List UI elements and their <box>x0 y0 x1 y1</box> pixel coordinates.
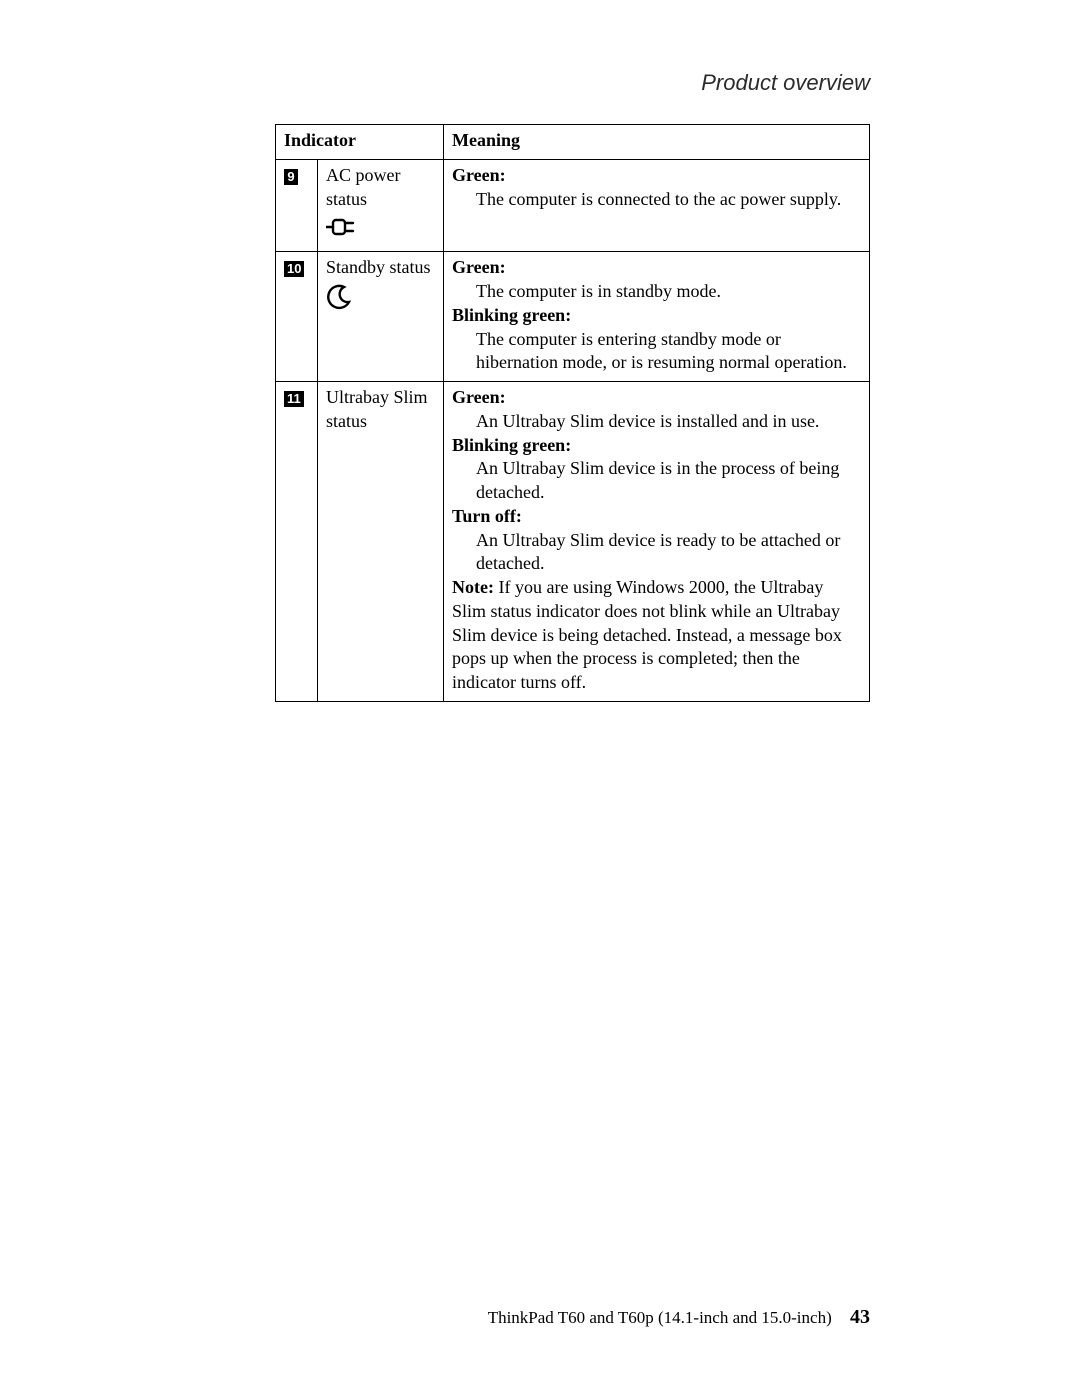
row-meaning-cell: Green: An Ultrabay Slim device is instal… <box>444 382 870 702</box>
def-body: An Ultrabay Slim device is in the proces… <box>452 457 861 505</box>
indicator-name-line1: Standby status <box>326 256 435 280</box>
def-term: Blinking green: <box>452 304 861 328</box>
plug-icon <box>326 215 435 245</box>
def-term: Green: <box>452 256 861 280</box>
indicator-name-line2: status <box>326 410 435 434</box>
def-body: The computer is entering standby mode or… <box>452 328 861 376</box>
col-indicator: Indicator <box>276 125 444 160</box>
note: Note: If you are using Windows 2000, the… <box>452 576 861 695</box>
footer-doc-title: ThinkPad T60 and T60p (14.1-inch and 15.… <box>488 1308 832 1327</box>
indicator-name-line2: status <box>326 188 435 212</box>
row-name-cell: Standby status <box>318 252 444 382</box>
def-body: The computer is connected to the ac powe… <box>452 188 861 212</box>
row-number-badge: 11 <box>284 391 304 407</box>
def-term: Turn off: <box>452 505 861 529</box>
row-name-cell: AC power status <box>318 159 444 252</box>
section-title: Product overview <box>275 70 870 96</box>
note-label: Note: <box>452 577 494 597</box>
indicator-table: Indicator Meaning 9 AC power status <box>275 124 870 702</box>
def-term: Blinking green: <box>452 434 861 458</box>
page: Product overview Indicator Meaning 9 AC … <box>0 0 1080 1397</box>
row-name-cell: Ultrabay Slim status <box>318 382 444 702</box>
indicator-name-line1: Ultrabay Slim <box>326 386 435 410</box>
def-term: Green: <box>452 386 861 410</box>
table-row: 11 Ultrabay Slim status Green: An Ultrab… <box>276 382 870 702</box>
def-body: An Ultrabay Slim device is ready to be a… <box>452 529 861 577</box>
def-body: The computer is in standby mode. <box>452 280 861 304</box>
row-number-badge: 10 <box>284 261 304 277</box>
def-term: Green: <box>452 164 861 188</box>
row-number-badge: 9 <box>284 169 298 185</box>
row-badge-cell: 10 <box>276 252 318 382</box>
page-footer: ThinkPad T60 and T60p (14.1-inch and 15.… <box>488 1306 870 1329</box>
col-meaning: Meaning <box>444 125 870 160</box>
row-meaning-cell: Green: The computer is connected to the … <box>444 159 870 252</box>
note-text: If you are using Windows 2000, the Ultra… <box>452 577 842 692</box>
table-row: 10 Standby status Green: The computer is… <box>276 252 870 382</box>
page-number: 43 <box>850 1306 870 1328</box>
indicator-name-line1: AC power <box>326 164 435 188</box>
moon-icon <box>326 284 435 316</box>
def-body: An Ultrabay Slim device is installed and… <box>452 410 861 434</box>
row-meaning-cell: Green: The computer is in standby mode. … <box>444 252 870 382</box>
row-badge-cell: 9 <box>276 159 318 252</box>
table-row: 9 AC power status <box>276 159 870 252</box>
row-badge-cell: 11 <box>276 382 318 702</box>
